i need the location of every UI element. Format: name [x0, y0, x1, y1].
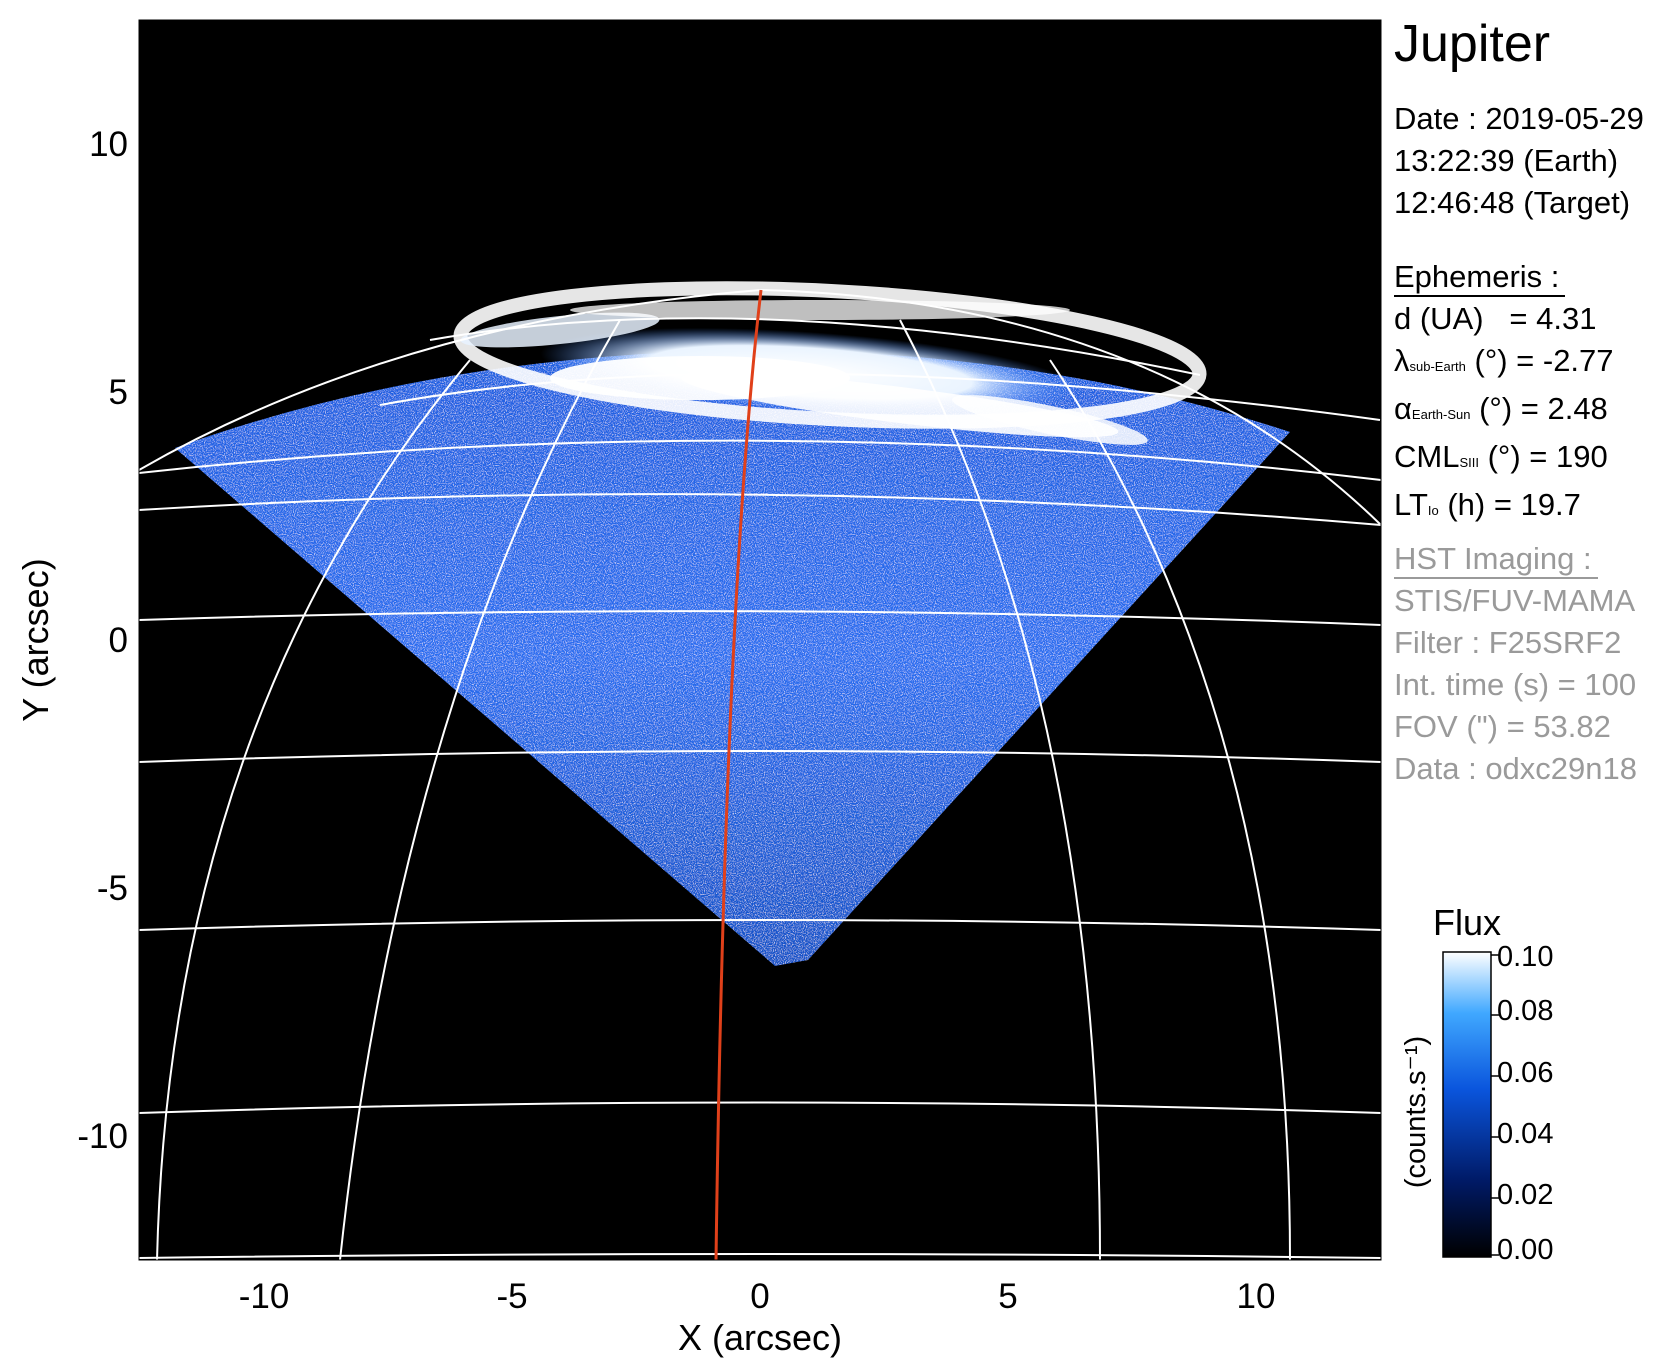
- ephemeris-block: Ephemeris : d (UA) = 4.31 λsub-Earth (°)…: [1394, 256, 1614, 532]
- cml-value: (°) = 190: [1487, 439, 1608, 474]
- cml-label: CML: [1394, 439, 1460, 474]
- local-time-row: LTIo (h) = 19.7: [1394, 484, 1614, 532]
- colorbar-tick-label: 0.10: [1497, 941, 1553, 973]
- date-line: Date : 2019-05-29: [1394, 101, 1644, 136]
- distance-value: = 4.31: [1509, 301, 1597, 336]
- colorbar: [1442, 951, 1492, 1258]
- alpha-value: (°) = 2.48: [1479, 391, 1608, 426]
- plot-frame: [138, 19, 1382, 1261]
- date-block: Date : 2019-05-29 13:22:39 (Earth) 12:46…: [1394, 98, 1644, 224]
- fov-line: FOV (") = 53.82: [1394, 709, 1611, 744]
- y-tick-labels: 10 5 0 -5 -10: [77, 125, 128, 1156]
- planet-title: Jupiter: [1394, 15, 1551, 73]
- lt-value: (h) = 19.7: [1447, 487, 1581, 522]
- target-time-line: 12:46:48 (Target): [1394, 185, 1631, 220]
- x-tick-label: 0: [750, 1277, 769, 1316]
- y-tick-label: 10: [89, 125, 128, 164]
- y-axis-label: Y (arcsec): [15, 558, 56, 721]
- ephemeris-header: Ephemeris :: [1394, 259, 1566, 297]
- colorbar-title: Flux: [1433, 902, 1501, 943]
- distance-label: d (UA): [1394, 301, 1484, 336]
- instrument-line: STIS/FUV-MAMA: [1394, 583, 1636, 618]
- alpha-symbol: α: [1394, 391, 1412, 426]
- lt-label: LT: [1394, 487, 1428, 522]
- imaging-header: HST Imaging :: [1394, 541, 1598, 579]
- colorbar-tick-labels: 0.10 0.08 0.06 0.04 0.02 0.00: [1497, 941, 1553, 1266]
- colorbar-ticks: [1491, 954, 1499, 1256]
- lambda-subscript: sub-Earth: [1409, 359, 1466, 374]
- integration-time-line: Int. time (s) = 100: [1394, 667, 1637, 702]
- phase-angle-row: αEarth-Sun (°) = 2.48: [1394, 388, 1614, 436]
- colorbar-unit-label: (counts.s⁻¹): [1400, 1036, 1432, 1188]
- filter-line: Filter : F25SRF2: [1394, 625, 1622, 660]
- sub-earth-latitude-row: λsub-Earth (°) = -2.77: [1394, 340, 1614, 388]
- x-tick-label: 5: [998, 1277, 1017, 1316]
- colorbar-tick-label: 0.06: [1497, 1057, 1553, 1089]
- x-tick-labels: -10 -5 0 5 10: [239, 1277, 1276, 1316]
- lambda-value: (°) = -2.77: [1474, 343, 1614, 378]
- imaging-block: HST Imaging : STIS/FUV-MAMA Filter : F25…: [1394, 538, 1637, 790]
- lt-subscript: Io: [1427, 503, 1439, 518]
- lambda-symbol: λ: [1394, 343, 1410, 378]
- x-tick-label: -5: [496, 1277, 527, 1316]
- colorbar-tick-label: 0.08: [1497, 995, 1553, 1027]
- distance-row: d (UA) = 4.31: [1394, 298, 1614, 340]
- colorbar-tick-label: 0.04: [1497, 1118, 1553, 1150]
- x-tick-label: 10: [1237, 1277, 1276, 1316]
- y-tick-label: -10: [77, 1117, 128, 1156]
- dataset-line: Data : odxc29n18: [1394, 751, 1638, 786]
- cml-subscript: SIII: [1459, 455, 1479, 470]
- y-tick-label: -5: [97, 869, 128, 908]
- alpha-subscript: Earth-Sun: [1411, 407, 1471, 422]
- y-tick-label: 5: [109, 373, 128, 412]
- latitude-grid: [139, 317, 1381, 1259]
- x-axis-label: X (arcsec): [678, 1317, 842, 1358]
- earth-time-line: 13:22:39 (Earth): [1394, 143, 1619, 178]
- central-meridian-line: [714, 289, 763, 1260]
- colorbar-tick-label: 0.00: [1497, 1234, 1553, 1266]
- x-tick-label: -10: [239, 1277, 290, 1316]
- y-tick-label: 0: [109, 621, 128, 660]
- cml-row: CMLSIII (°) = 190: [1394, 436, 1614, 484]
- colorbar-tick-label: 0.02: [1497, 1179, 1553, 1211]
